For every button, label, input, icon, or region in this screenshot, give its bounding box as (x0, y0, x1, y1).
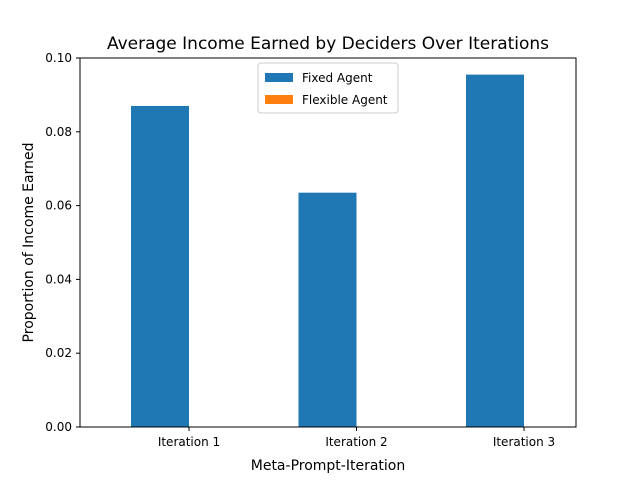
y-axis-label: Proportion of Income Earned (21, 143, 37, 343)
legend-swatch-flexible-agent (265, 95, 293, 104)
bar-fixed-agent-2 (298, 192, 357, 427)
y-tick-label: 0.08 (45, 125, 72, 139)
x-tick-label: Iteration 2 (325, 435, 387, 449)
y-axis: 0.00 0.02 0.04 0.06 0.08 0.10 (45, 51, 80, 434)
legend: Fixed Agent Flexible Agent (257, 62, 399, 114)
legend-label-flexible-agent: Flexible Agent (302, 93, 388, 107)
y-tick-label: 0.10 (45, 51, 72, 65)
y-tick-label: 0.06 (45, 199, 72, 213)
y-tick-label: 0.04 (45, 272, 72, 286)
x-axis-label: Meta-Prompt-Iteration (251, 458, 405, 474)
legend-swatch-fixed-agent (265, 73, 293, 82)
plot-area-frame (79, 57, 577, 428)
bars-group (131, 74, 524, 427)
legend-label-fixed-agent: Fixed Agent (302, 71, 373, 85)
x-tick-label: Iteration 3 (493, 435, 555, 449)
x-axis: Iteration 1 Iteration 2 Iteration 3 (158, 427, 555, 449)
y-tick-label: 0.00 (45, 420, 72, 434)
bar-fixed-agent-1 (131, 105, 189, 427)
x-tick-label: Iteration 1 (158, 435, 220, 449)
bar-fixed-agent-3 (466, 74, 524, 427)
chart-title: Average Income Earned by Deciders Over I… (107, 34, 549, 54)
y-tick-label: 0.02 (45, 346, 72, 360)
